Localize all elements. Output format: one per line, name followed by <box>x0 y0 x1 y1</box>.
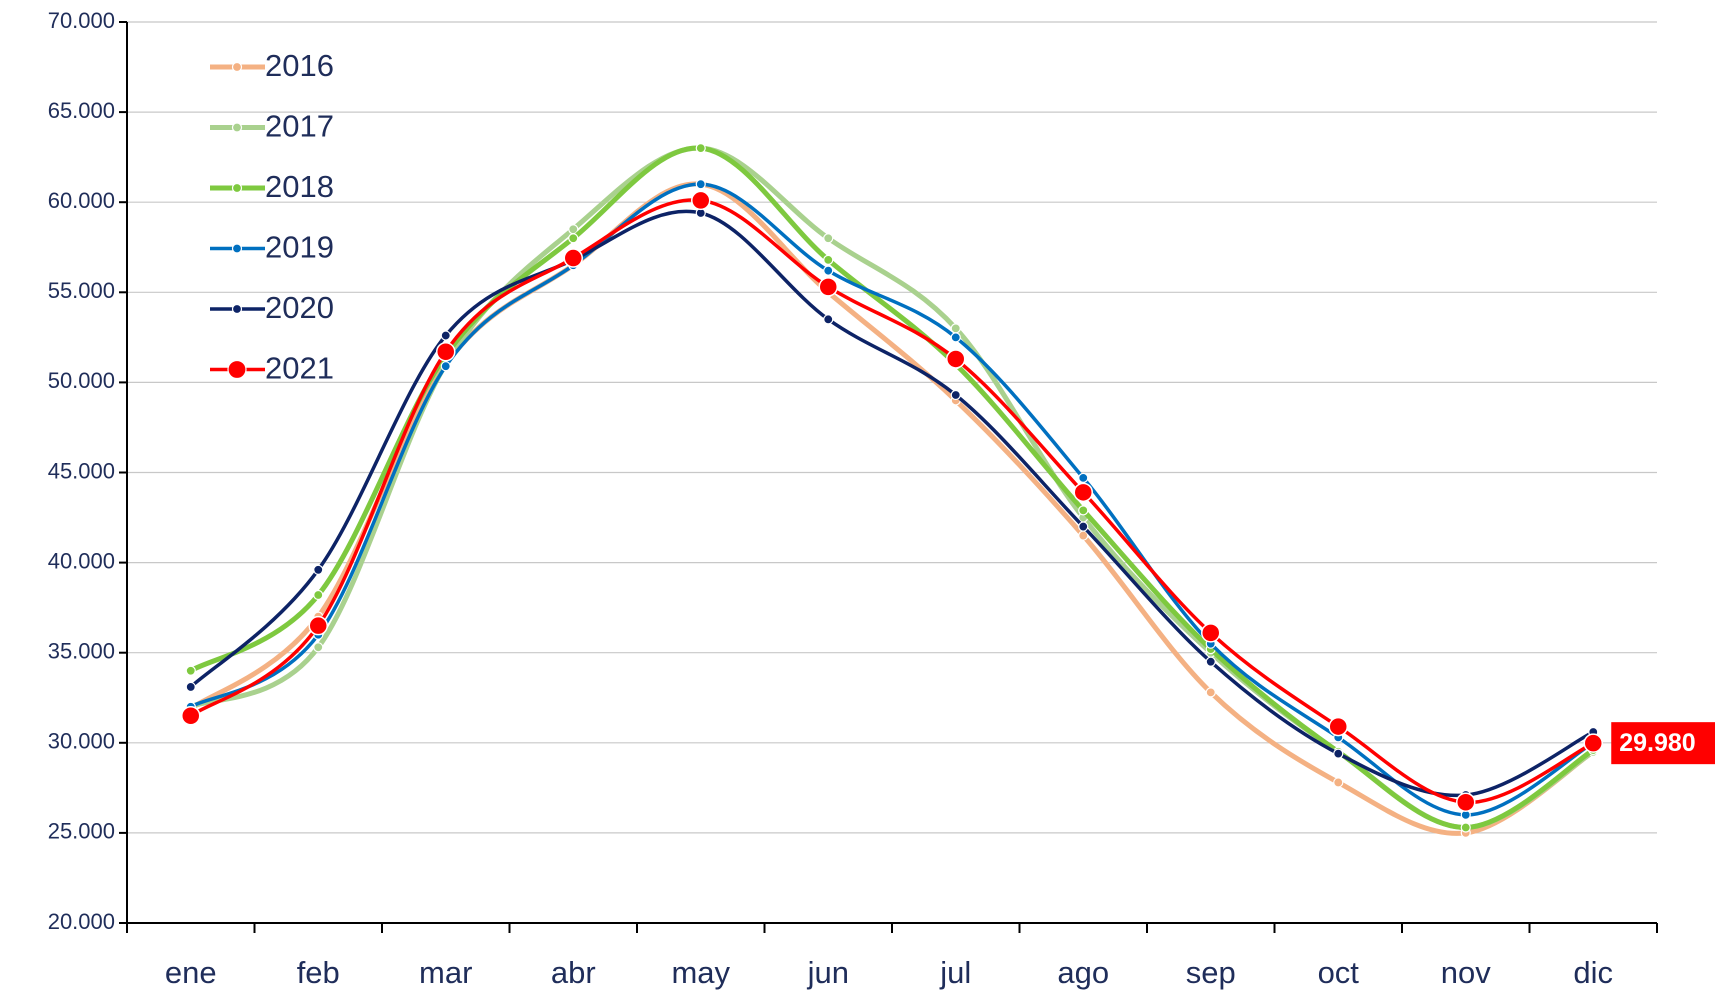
marker <box>1460 822 1471 833</box>
line <box>188 145 1596 830</box>
marker <box>313 564 324 575</box>
y-tick-label: 45.000 <box>48 458 115 483</box>
marker <box>1078 505 1089 516</box>
marker <box>1205 656 1216 667</box>
marker <box>185 681 196 693</box>
legend-label: 2017 <box>265 109 334 144</box>
marker <box>695 143 706 154</box>
y-tick-label: 20.000 <box>48 909 115 934</box>
legend-marker <box>231 122 243 133</box>
x-tick-label: feb <box>297 955 340 990</box>
marker <box>823 254 834 265</box>
x-tick-label: nov <box>1441 955 1491 990</box>
series <box>185 143 1599 833</box>
marker <box>308 615 328 636</box>
marker <box>946 349 966 369</box>
y-tick-label: 55.000 <box>48 278 115 303</box>
legend-marker <box>227 359 247 380</box>
legend-label: 2020 <box>265 290 334 325</box>
legend-label: 2018 <box>265 169 334 204</box>
legend-marker <box>231 61 243 73</box>
y-tick-label: 70.000 <box>48 8 115 33</box>
marker <box>563 248 583 268</box>
y-tick-label: 40.000 <box>48 548 115 573</box>
x-tick-label: jul <box>939 955 971 990</box>
value-label: 29.980 <box>1619 729 1695 757</box>
line <box>188 181 1596 836</box>
marker <box>695 179 706 190</box>
legend-marker <box>231 182 243 194</box>
marker <box>440 330 451 341</box>
legend-label: 2019 <box>265 230 334 265</box>
marker <box>950 323 961 334</box>
series: 29.980 <box>181 190 1715 813</box>
marker <box>568 233 579 244</box>
marker <box>1333 777 1344 788</box>
line <box>188 145 1596 830</box>
x-tick-label: oct <box>1318 955 1360 990</box>
x-tick-label: ene <box>165 955 217 990</box>
marker <box>313 642 324 653</box>
marker <box>1078 521 1089 532</box>
x-tick-label: dic <box>1573 955 1613 990</box>
x-tick-label: jun <box>807 955 849 990</box>
legend-marker <box>231 243 243 254</box>
y-tick-label: 60.000 <box>48 188 115 213</box>
marker <box>1328 716 1348 737</box>
legend-label: 2021 <box>265 351 334 386</box>
marker <box>818 277 838 297</box>
marker <box>181 706 201 726</box>
marker <box>950 389 961 401</box>
y-tick-label: 65.000 <box>48 98 115 123</box>
marker <box>1073 482 1093 503</box>
value-label-box <box>1611 722 1715 765</box>
marker <box>823 265 834 276</box>
legend-label: 2016 <box>265 48 334 83</box>
y-tick-label: 25.000 <box>48 819 115 844</box>
marker <box>436 342 456 362</box>
series <box>185 207 1599 801</box>
x-tick-label: mar <box>419 955 472 990</box>
marker <box>313 589 324 601</box>
legend-marker <box>231 303 243 315</box>
y-tick-label: 30.000 <box>48 729 115 754</box>
marker <box>1078 472 1089 484</box>
marker <box>1456 792 1476 813</box>
y-tick-label: 50.000 <box>48 368 115 393</box>
series <box>185 143 1599 833</box>
x-tick-label: may <box>671 955 730 990</box>
marker <box>1205 687 1216 698</box>
marker <box>1201 623 1221 643</box>
marker <box>950 332 961 343</box>
marker <box>185 665 196 676</box>
marker <box>440 361 451 372</box>
x-tick-label: ago <box>1057 955 1109 990</box>
x-tick-label: abr <box>551 955 596 990</box>
marker <box>823 314 834 325</box>
y-tick-label: 35.000 <box>48 639 115 664</box>
line <box>189 198 1595 805</box>
x-tick-label: sep <box>1186 955 1236 990</box>
marker <box>1583 733 1603 753</box>
marker <box>823 233 834 244</box>
marker <box>691 190 711 211</box>
marker <box>1333 748 1344 759</box>
